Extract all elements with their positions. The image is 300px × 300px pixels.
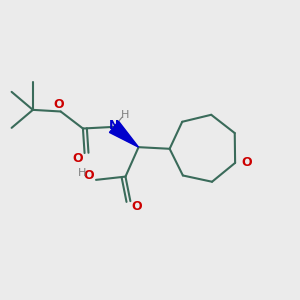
Text: O: O (131, 200, 142, 212)
Text: H: H (121, 110, 130, 120)
Text: O: O (241, 156, 252, 170)
Text: O: O (54, 98, 64, 111)
Text: O: O (72, 152, 83, 165)
Polygon shape (110, 121, 139, 147)
Text: O: O (83, 169, 94, 182)
Text: N: N (109, 119, 119, 132)
Text: H: H (77, 168, 86, 178)
